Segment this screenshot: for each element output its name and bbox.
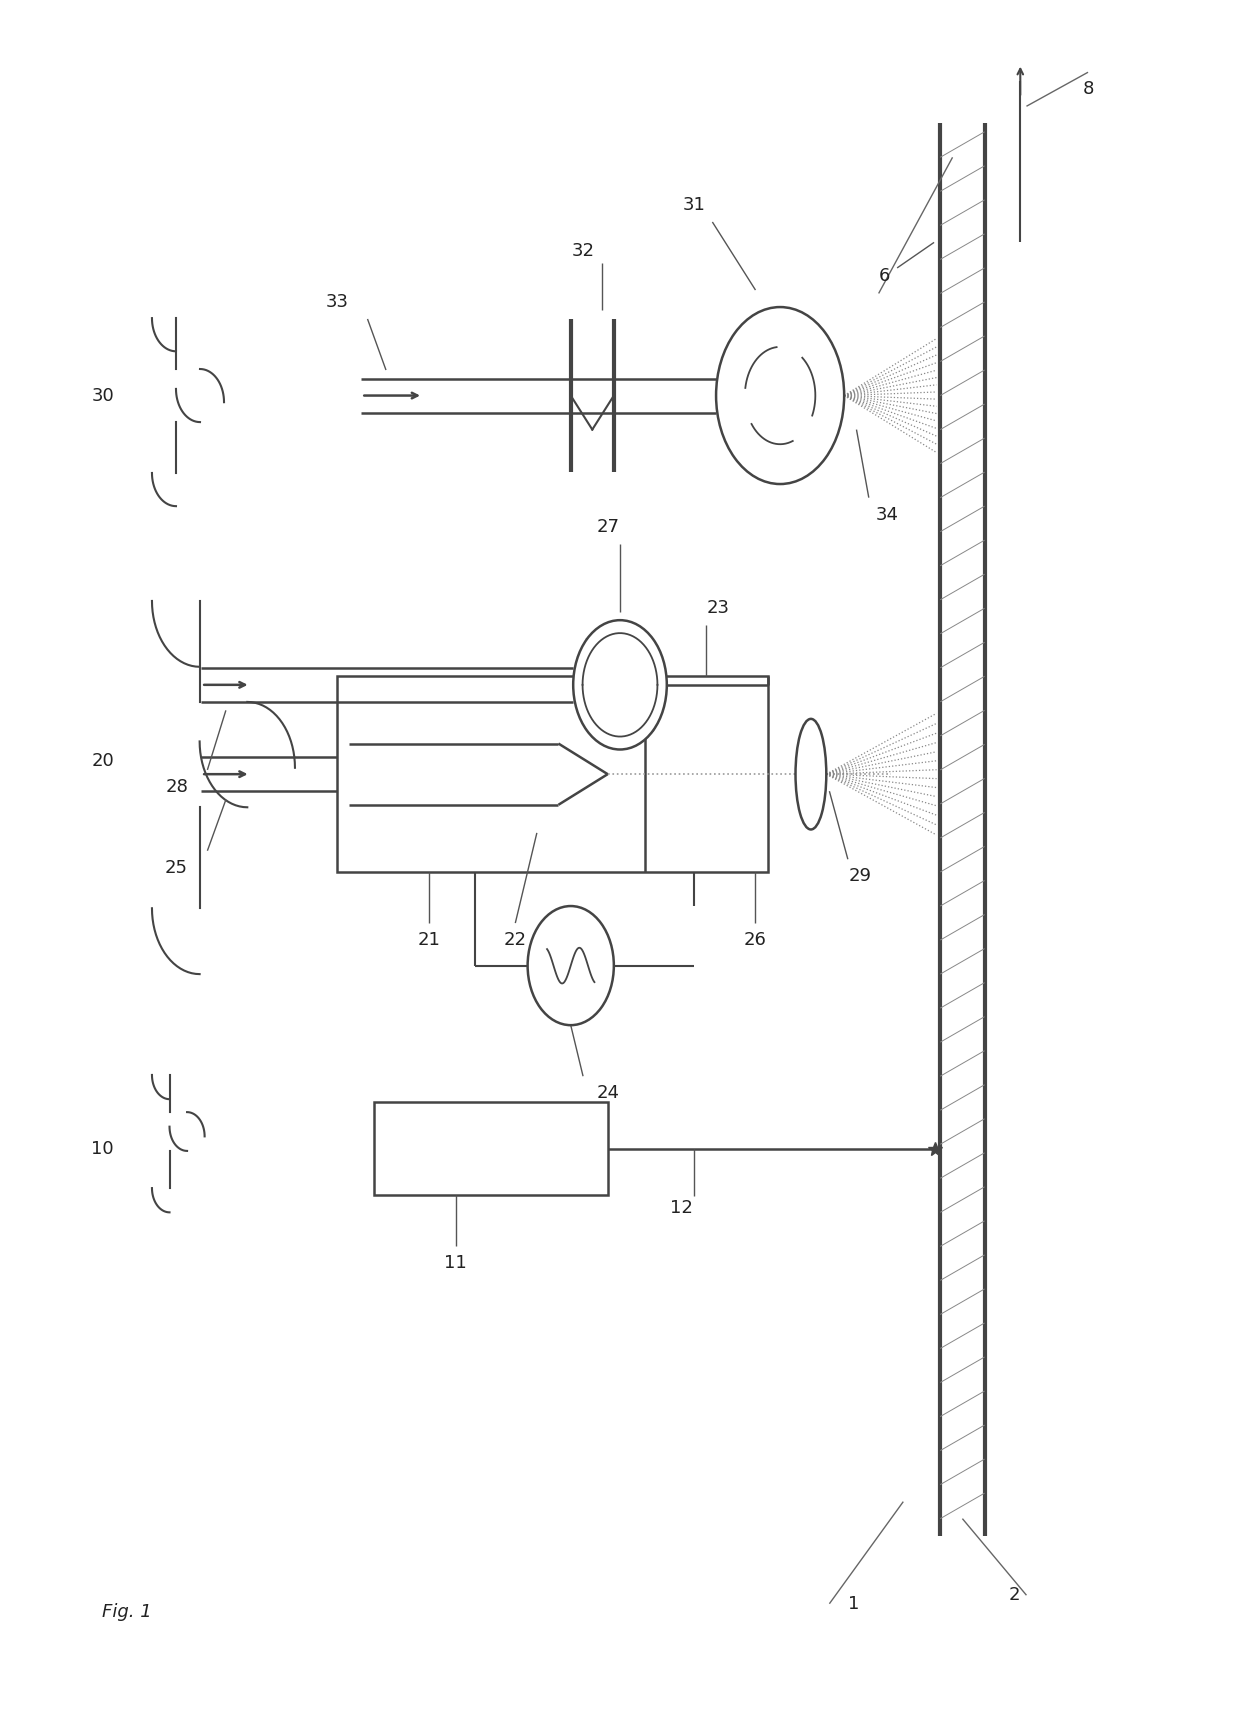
Text: 2: 2 — [1008, 1587, 1019, 1604]
Text: 27: 27 — [596, 518, 619, 535]
Bar — [337, 677, 768, 872]
Text: 26: 26 — [744, 930, 766, 949]
Text: 22: 22 — [503, 930, 527, 949]
Text: 23: 23 — [707, 598, 730, 617]
Ellipse shape — [796, 718, 826, 829]
Circle shape — [573, 621, 667, 749]
Text: 10: 10 — [92, 1139, 114, 1158]
Text: Fig. 1: Fig. 1 — [103, 1604, 153, 1621]
Text: 24: 24 — [596, 1084, 619, 1103]
Text: 28: 28 — [165, 778, 188, 795]
Text: 6: 6 — [879, 267, 890, 286]
Text: 30: 30 — [92, 386, 114, 405]
Text: 33: 33 — [325, 292, 348, 311]
Text: 34: 34 — [875, 506, 899, 523]
Text: 25: 25 — [165, 858, 188, 877]
Text: 20: 20 — [92, 752, 114, 771]
Text: 12: 12 — [670, 1199, 693, 1218]
Circle shape — [715, 308, 844, 484]
Text: 31: 31 — [682, 197, 706, 214]
Text: 11: 11 — [444, 1255, 467, 1272]
Text: 8: 8 — [1083, 80, 1094, 97]
Text: 21: 21 — [418, 930, 440, 949]
Text: 32: 32 — [572, 241, 594, 260]
Text: 29: 29 — [848, 867, 872, 886]
Text: 1: 1 — [848, 1595, 859, 1613]
Bar — [373, 1101, 608, 1195]
Circle shape — [528, 906, 614, 1026]
